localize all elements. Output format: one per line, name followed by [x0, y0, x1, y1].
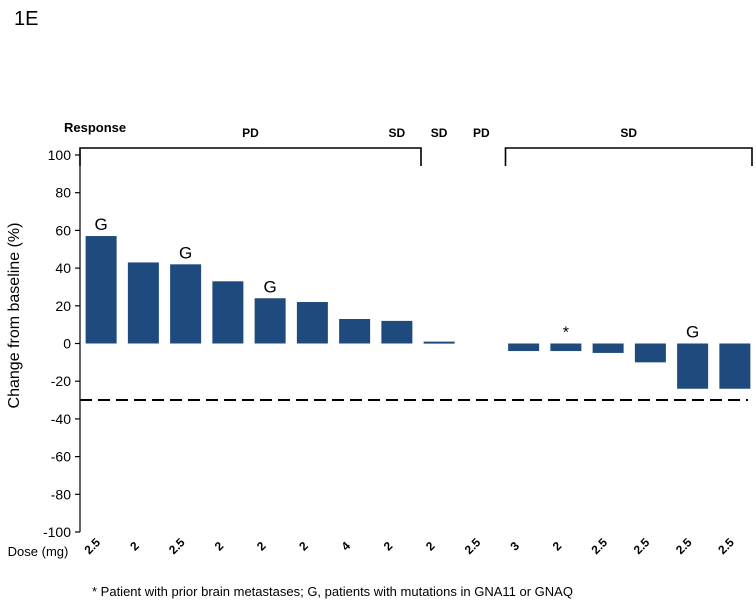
- dose-tick-label: 2: [381, 539, 396, 554]
- y-tick-label: 100: [48, 147, 72, 163]
- y-tick-label: -100: [43, 524, 71, 540]
- dose-tick-label: 2: [127, 539, 142, 554]
- bar: [423, 341, 455, 344]
- bar: [592, 343, 624, 353]
- y-tick-label: 20: [55, 298, 71, 314]
- dose-tick-label: 4: [338, 539, 353, 554]
- response-group-label: PD: [473, 126, 490, 140]
- y-tick-label: -20: [51, 373, 71, 389]
- bar: [85, 236, 117, 344]
- dose-tick-label: 2.5: [81, 535, 103, 557]
- dose-tick-label: 3: [507, 539, 522, 554]
- bar-marker: G: [95, 215, 108, 234]
- bar: [170, 264, 202, 344]
- y-tick-label: 80: [55, 185, 71, 201]
- response-group-label: PD: [242, 126, 259, 140]
- response-title: Response: [64, 120, 126, 135]
- response-bracket: [79, 147, 422, 166]
- response-group-label: SD: [431, 126, 448, 140]
- bar: [677, 343, 709, 389]
- response-group-label: SD: [620, 126, 637, 140]
- dose-tick-label: 2.5: [631, 535, 653, 557]
- dose-tick-label: 2.5: [715, 535, 737, 557]
- annotation-layer: G G G * G Response PD SD SD PD SD: [64, 120, 753, 342]
- dose-tick-label: 2: [212, 539, 227, 554]
- panel-label: 1E: [14, 8, 39, 30]
- dose-tick-label: 2.5: [462, 535, 484, 557]
- response-group-label: SD: [389, 126, 406, 140]
- bar: [508, 343, 540, 352]
- dose-tick-label: 2: [550, 539, 565, 554]
- y-tick-label: 40: [55, 260, 71, 276]
- dose-tick-label: 2: [296, 539, 311, 554]
- response-bracket: [504, 147, 753, 166]
- y-tick-label: 60: [55, 222, 71, 238]
- y-tick-label: -60: [51, 449, 71, 465]
- bars-layer: [85, 236, 751, 389]
- dose-tick-label: 2.5: [166, 535, 188, 557]
- bar: [296, 302, 328, 344]
- bar-marker: G: [686, 323, 699, 342]
- y-axis: 100 80 60 40 20 0 -20 -40 -60 -80 -100 Change from …: [6, 147, 81, 540]
- y-tick-label: -40: [51, 411, 71, 427]
- y-tick-label: 0: [63, 336, 71, 352]
- bar: [127, 262, 159, 344]
- footnote: * Patient with prior brain metastases; G…: [92, 584, 573, 599]
- bar: [550, 343, 582, 352]
- bar-marker: G: [264, 277, 277, 296]
- bar-marker: G: [179, 243, 192, 262]
- dose-axis-label: Dose (mg): [8, 544, 69, 559]
- dose-labels-layer: Dose (mg) 2.5 2 2.5 2 2 2 4 2 2 2.5 3 2 2.5 2.5 2.5 2.5: [8, 535, 737, 559]
- bar: [339, 318, 371, 344]
- dose-tick-label: 2.5: [673, 535, 695, 557]
- y-axis-title: Change from baseline (%): [6, 223, 23, 409]
- bar: [212, 281, 244, 344]
- dose-tick-label: 2: [254, 539, 269, 554]
- bar-marker: *: [563, 325, 569, 342]
- bar: [254, 298, 286, 344]
- dose-tick-label: 2.5: [588, 535, 610, 557]
- dose-tick-label: 2: [423, 539, 438, 554]
- bar: [719, 343, 751, 389]
- bar: [634, 343, 666, 363]
- y-tick-label: -80: [51, 486, 71, 502]
- bar: [381, 320, 413, 344]
